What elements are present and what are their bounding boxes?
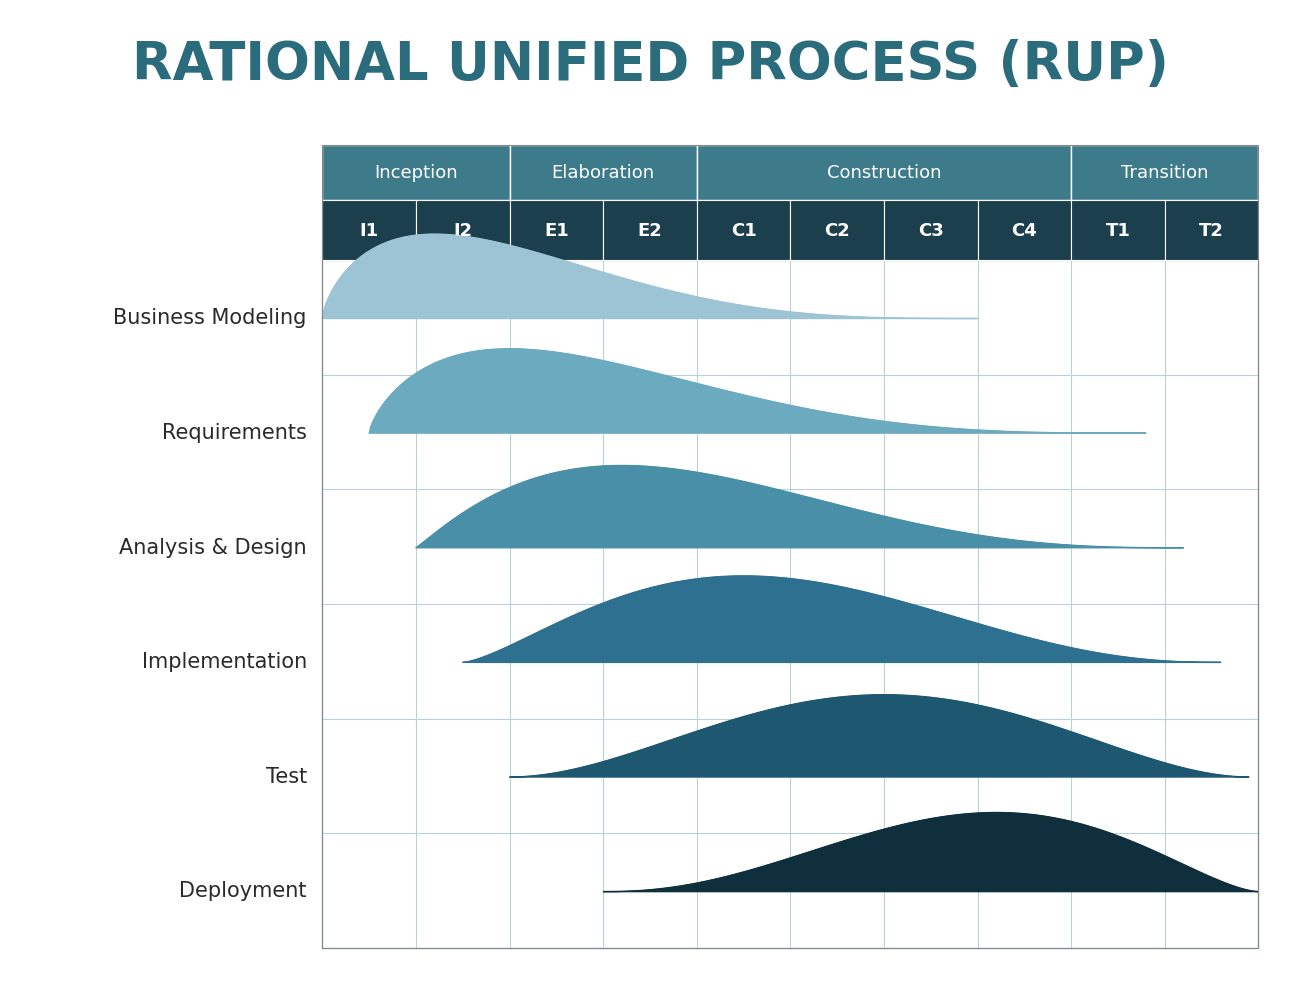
Text: I1: I1 (360, 222, 378, 240)
Text: Deployment: Deployment (179, 881, 307, 901)
Polygon shape (463, 577, 1221, 663)
FancyBboxPatch shape (416, 201, 510, 261)
Polygon shape (416, 466, 1183, 549)
Text: Inception: Inception (374, 164, 458, 182)
FancyBboxPatch shape (322, 201, 416, 261)
Text: Test: Test (265, 766, 307, 786)
Text: T1: T1 (1105, 222, 1131, 240)
FancyBboxPatch shape (510, 145, 697, 201)
FancyBboxPatch shape (322, 145, 510, 201)
Text: RATIONAL UNIFIED PROCESS (RUP): RATIONAL UNIFIED PROCESS (RUP) (131, 39, 1169, 91)
FancyBboxPatch shape (322, 261, 1258, 948)
FancyBboxPatch shape (1165, 201, 1258, 261)
FancyBboxPatch shape (1071, 201, 1165, 261)
Polygon shape (322, 235, 978, 319)
FancyBboxPatch shape (697, 145, 1071, 201)
FancyBboxPatch shape (510, 201, 603, 261)
Text: C1: C1 (731, 222, 757, 240)
Text: E1: E1 (543, 222, 569, 240)
Text: I2: I2 (454, 222, 472, 240)
Text: Construction: Construction (827, 164, 941, 182)
Polygon shape (369, 349, 1147, 433)
Text: T2: T2 (1199, 222, 1225, 240)
Text: Business Modeling: Business Modeling (113, 308, 307, 328)
Text: Requirements: Requirements (162, 422, 307, 442)
FancyBboxPatch shape (978, 201, 1071, 261)
Text: Analysis & Design: Analysis & Design (120, 537, 307, 557)
FancyBboxPatch shape (884, 201, 978, 261)
Text: C2: C2 (824, 222, 850, 240)
Text: C3: C3 (918, 222, 944, 240)
FancyBboxPatch shape (697, 201, 790, 261)
Text: E2: E2 (637, 222, 663, 240)
Text: Elaboration: Elaboration (551, 164, 655, 182)
Polygon shape (603, 812, 1258, 892)
FancyBboxPatch shape (603, 201, 697, 261)
FancyBboxPatch shape (1071, 145, 1258, 201)
Text: Implementation: Implementation (142, 652, 307, 672)
Text: C4: C4 (1011, 222, 1037, 240)
Text: Transition: Transition (1121, 164, 1209, 182)
FancyBboxPatch shape (790, 201, 884, 261)
Polygon shape (510, 695, 1249, 777)
